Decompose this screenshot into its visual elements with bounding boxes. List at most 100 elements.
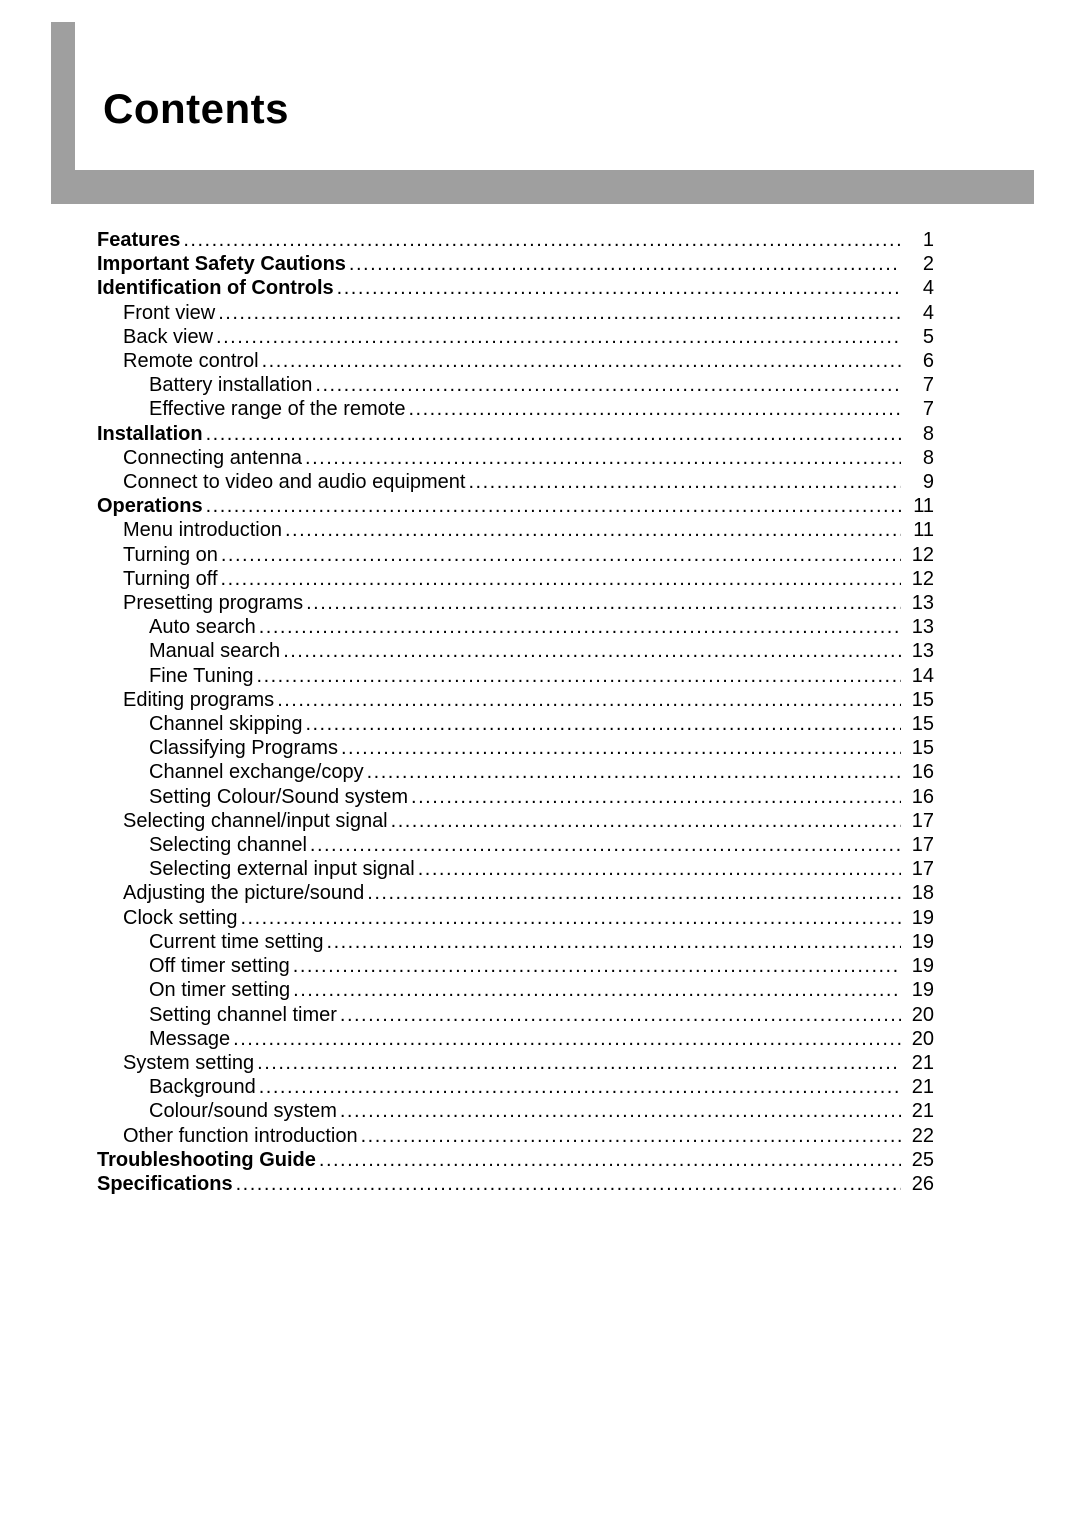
toc-leader-dots xyxy=(327,930,901,954)
toc-leader-dots xyxy=(257,1051,901,1075)
toc-entry-label: Channel skipping xyxy=(149,712,302,736)
toc-entry-page: 19 xyxy=(904,954,934,978)
toc-entry-label: Installation xyxy=(97,422,203,446)
toc-entry-label: Other function introduction xyxy=(123,1124,358,1148)
toc-entry-label: Classifying Programs xyxy=(149,736,338,760)
toc-leader-dots xyxy=(293,954,901,978)
toc-entry-page: 8 xyxy=(904,422,934,446)
toc-leader-dots xyxy=(221,567,901,591)
toc-entry-page: 1 xyxy=(904,228,934,252)
toc-entry-label: Message xyxy=(149,1027,230,1051)
toc-entry-label: Off timer setting xyxy=(149,954,290,978)
toc-row: On timer setting 19 xyxy=(97,978,934,1002)
toc-leader-dots xyxy=(367,881,901,905)
toc-entry-label: Turning on xyxy=(123,543,218,567)
toc-row: Editing programs 15 xyxy=(97,688,934,712)
toc-row: Adjusting the picture/sound 18 xyxy=(97,881,934,905)
toc-entry-label: Clock setting xyxy=(123,906,238,930)
toc-row: System setting 21 xyxy=(97,1051,934,1075)
toc-leader-dots xyxy=(468,470,901,494)
toc-leader-dots xyxy=(391,809,901,833)
toc-leader-dots xyxy=(221,543,901,567)
toc-entry-label: Identification of Controls xyxy=(97,276,334,300)
toc-entry-page: 26 xyxy=(904,1172,934,1196)
toc-entry-page: 12 xyxy=(904,567,934,591)
toc-entry-page: 19 xyxy=(904,930,934,954)
toc-row: Troubleshooting Guide 25 xyxy=(97,1148,934,1172)
toc-leader-dots xyxy=(206,422,901,446)
toc-row: Presetting programs 13 xyxy=(97,591,934,615)
toc-row: Selecting external input signal 17 xyxy=(97,857,934,881)
toc-entry-label: Front view xyxy=(123,301,215,325)
toc-row: Features 1 xyxy=(97,228,934,252)
toc-entry-page: 20 xyxy=(904,1003,934,1027)
toc-entry-label: Menu introduction xyxy=(123,518,282,542)
toc-leader-dots xyxy=(183,228,901,252)
toc-row: Other function introduction 22 xyxy=(97,1124,934,1148)
toc-entry-page: 2 xyxy=(904,252,934,276)
toc-leader-dots xyxy=(293,978,901,1002)
toc-entry-label: Setting Colour/Sound system xyxy=(149,785,408,809)
toc-row: Clock setting 19 xyxy=(97,906,934,930)
toc-leader-dots xyxy=(277,688,901,712)
toc-row: Turning off 12 xyxy=(97,567,934,591)
toc-leader-dots xyxy=(305,712,901,736)
toc-entry-label: Selecting channel xyxy=(149,833,307,857)
toc-entry-page: 14 xyxy=(904,664,934,688)
toc-leader-dots xyxy=(310,833,901,857)
toc-row: Off timer setting 19 xyxy=(97,954,934,978)
toc-leader-dots xyxy=(337,276,901,300)
toc-entry-label: Back view xyxy=(123,325,213,349)
toc-leader-dots xyxy=(218,301,901,325)
toc-entry-label: Specifications xyxy=(97,1172,233,1196)
toc-entry-page: 15 xyxy=(904,688,934,712)
toc-leader-dots xyxy=(206,494,901,518)
toc-entry-label: Colour/sound system xyxy=(149,1099,337,1123)
toc-leader-dots xyxy=(306,591,901,615)
toc-leader-dots xyxy=(236,1172,901,1196)
toc-leader-dots xyxy=(241,906,902,930)
toc-row: Remote control 6 xyxy=(97,349,934,373)
toc-row: Installation 8 xyxy=(97,422,934,446)
toc-entry-page: 7 xyxy=(904,397,934,421)
toc-row: Setting channel timer 20 xyxy=(97,1003,934,1027)
toc-row: Important Safety Cautions 2 xyxy=(97,252,934,276)
toc-row: Specifications 26 xyxy=(97,1172,934,1196)
header-tab-bar xyxy=(51,22,75,170)
toc-entry-label: On timer setting xyxy=(149,978,290,1002)
toc-entry-page: 16 xyxy=(904,785,934,809)
toc-row: Auto search 13 xyxy=(97,615,934,639)
toc-entry-page: 21 xyxy=(904,1099,934,1123)
toc-entry-label: Setting channel timer xyxy=(149,1003,337,1027)
toc-entry-page: 11 xyxy=(904,494,934,518)
toc-row: Colour/sound system 21 xyxy=(97,1099,934,1123)
toc-row: Background 21 xyxy=(97,1075,934,1099)
toc-entry-page: 22 xyxy=(904,1124,934,1148)
toc-row: Connecting antenna 8 xyxy=(97,446,934,470)
toc-row: Turning on 12 xyxy=(97,543,934,567)
toc-row: Manual search 13 xyxy=(97,639,934,663)
toc-entry-page: 17 xyxy=(904,857,934,881)
toc-entry-label: Presetting programs xyxy=(123,591,303,615)
toc-entry-page: 17 xyxy=(904,833,934,857)
toc-entry-label: Manual search xyxy=(149,639,280,663)
toc-entry-page: 7 xyxy=(904,373,934,397)
toc-entry-label: Auto search xyxy=(149,615,256,639)
toc-entry-label: Connect to video and audio equipment xyxy=(123,470,465,494)
toc-entry-label: Fine Tuning xyxy=(149,664,254,688)
toc-leader-dots xyxy=(305,446,901,470)
toc-entry-label: Selecting channel/input signal xyxy=(123,809,388,833)
toc-leader-dots xyxy=(283,639,901,663)
toc-entry-label: Connecting antenna xyxy=(123,446,302,470)
toc-row: Selecting channel 17 xyxy=(97,833,934,857)
toc-entry-page: 21 xyxy=(904,1051,934,1075)
toc-entry-label: System setting xyxy=(123,1051,254,1075)
toc-row: Identification of Controls 4 xyxy=(97,276,934,300)
toc-entry-label: Features xyxy=(97,228,180,252)
toc-row: Menu introduction 11 xyxy=(97,518,934,542)
toc-entry-page: 20 xyxy=(904,1027,934,1051)
toc-row: Setting Colour/Sound system 16 xyxy=(97,785,934,809)
toc-leader-dots xyxy=(349,252,901,276)
toc-entry-page: 4 xyxy=(904,276,934,300)
toc-entry-page: 15 xyxy=(904,736,934,760)
